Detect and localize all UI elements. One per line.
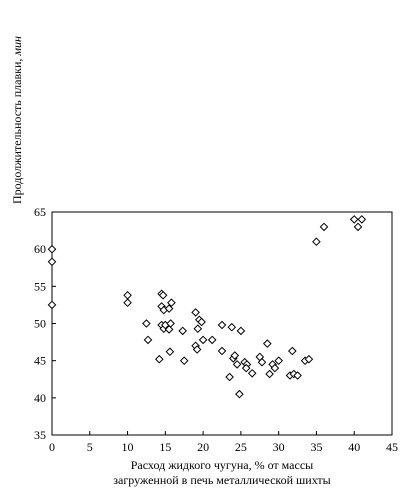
data-point xyxy=(270,363,280,373)
data-point xyxy=(198,335,208,345)
data-point xyxy=(265,369,274,379)
data-point xyxy=(236,326,246,336)
data-point xyxy=(164,325,174,334)
data-point xyxy=(123,298,132,308)
data-point xyxy=(241,363,251,373)
x-tick-label: 15 xyxy=(159,440,171,454)
data-point xyxy=(179,356,189,366)
data-point xyxy=(293,371,302,380)
data-point xyxy=(192,345,202,354)
data-point xyxy=(165,347,175,357)
data-point xyxy=(47,300,57,310)
x-tick-label: 0 xyxy=(49,440,55,454)
data-point xyxy=(123,290,132,300)
data-point xyxy=(287,346,297,356)
data-point xyxy=(142,319,151,328)
x-tick-label: 35 xyxy=(310,440,322,454)
data-point xyxy=(230,351,240,360)
x-tick-label: 30 xyxy=(273,440,285,454)
data-point xyxy=(232,360,242,369)
x-tick-label: 25 xyxy=(235,440,247,454)
x-tick-label: 40 xyxy=(348,440,360,454)
y-tick-label: 55 xyxy=(34,279,46,293)
data-point xyxy=(47,257,57,267)
data-point xyxy=(257,357,267,367)
data-point xyxy=(274,356,284,366)
data-point xyxy=(217,320,227,330)
data-point xyxy=(357,215,367,224)
data-point xyxy=(178,326,188,336)
data-point xyxy=(225,372,234,382)
x-axis-label-line1: Расход жидкого чугуна, % от массы xyxy=(131,458,313,472)
x-tick-label: 5 xyxy=(87,440,93,454)
y-axis-label-text: Продолжительность плавки, мин xyxy=(10,36,24,204)
x-axis-label-line2: загруженной в печь металлической шихты xyxy=(113,473,330,487)
x-tick-label: 10 xyxy=(122,440,134,454)
y-tick-label: 45 xyxy=(34,354,46,368)
data-point xyxy=(193,324,203,334)
y-tick-label: 40 xyxy=(34,391,46,405)
y-axis-label-main: Продолжительность плавки, xyxy=(10,56,24,204)
data-point xyxy=(47,244,57,254)
data-point xyxy=(235,389,244,399)
data-point xyxy=(304,354,314,364)
data-point xyxy=(217,346,227,356)
y-tick-label: 35 xyxy=(34,428,46,442)
data-point xyxy=(191,308,200,317)
data-point xyxy=(312,237,321,247)
data-point xyxy=(227,322,237,332)
data-point xyxy=(262,339,272,348)
y-axis-label-unit: мин xyxy=(10,36,24,57)
data-point xyxy=(353,222,363,232)
data-point xyxy=(247,368,257,378)
y-axis-label: Продолжительность плавки, мин xyxy=(10,36,24,204)
y-tick-label: 65 xyxy=(34,205,46,219)
data-point xyxy=(197,317,206,327)
data-point xyxy=(207,335,217,345)
data-point xyxy=(349,215,359,224)
data-point xyxy=(158,290,168,300)
data-point xyxy=(164,304,174,313)
data-point xyxy=(319,222,329,232)
plot-area: 0 5 10 15 20 25 30 35 40 45 35 40 45 50 55 60 65 xyxy=(34,205,398,454)
data-point xyxy=(167,298,176,308)
x-tick-label: 20 xyxy=(197,440,209,454)
y-tick-label: 50 xyxy=(34,317,46,331)
data-point xyxy=(154,354,164,364)
y-tick-label: 60 xyxy=(34,242,46,256)
data-point xyxy=(143,335,153,345)
x-tick-label: 45 xyxy=(386,440,398,454)
